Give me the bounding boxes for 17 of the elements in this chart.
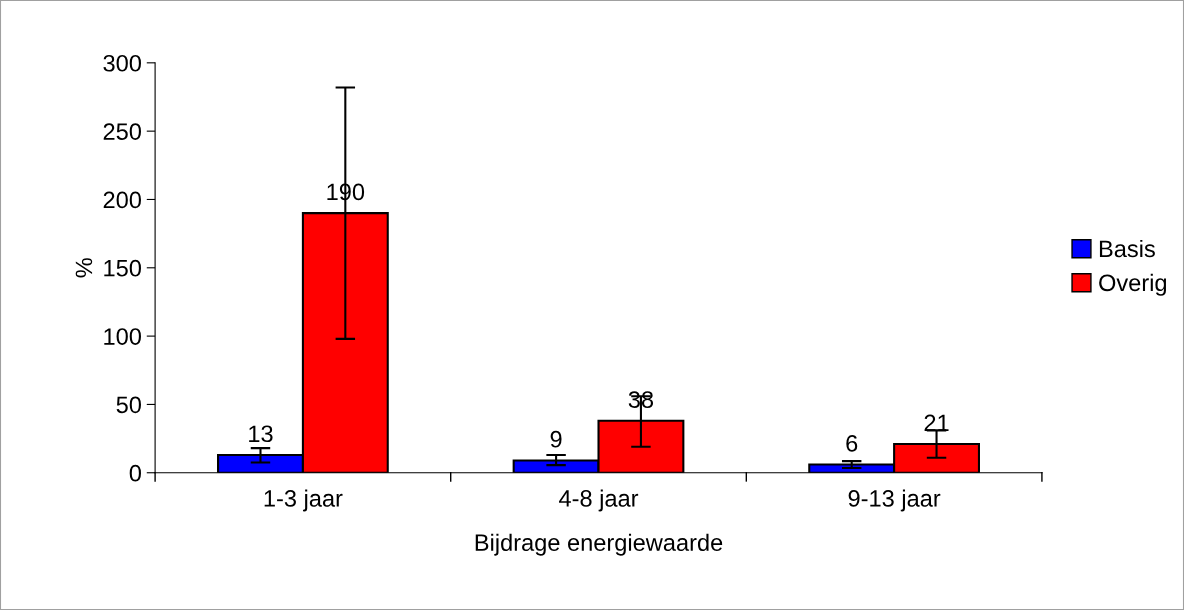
data-label: 6 <box>846 434 858 452</box>
y-tick-label: 300 <box>103 54 141 72</box>
x-tick-label: 4-8 jaar <box>559 489 639 512</box>
y-tick-label: 200 <box>103 191 141 209</box>
y-axis-title: % <box>75 258 93 278</box>
x-axis-title: Bijdrage energiewaarde <box>475 533 723 556</box>
x-tick-label: 1-3 jaar <box>264 489 343 512</box>
legend-label: Overig <box>1099 273 1167 296</box>
data-label: 9 <box>550 430 562 448</box>
x-tick-label: 9-13 jaar <box>848 489 941 512</box>
y-tick-label: 250 <box>103 123 141 140</box>
y-tick-label: 150 <box>104 259 141 277</box>
y-tick-label: 50 <box>116 396 141 414</box>
legend-label: Basis <box>1099 239 1155 258</box>
data-label: 13 <box>249 425 273 443</box>
y-tick-label: 100 <box>104 328 141 345</box>
y-tick-label: 0 <box>129 464 141 482</box>
